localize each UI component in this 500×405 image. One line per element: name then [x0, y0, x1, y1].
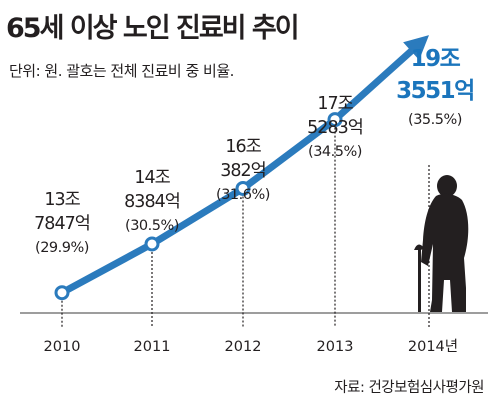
x-tick-label: 2011 — [134, 339, 171, 355]
data-label-hundred-million: 5283억 — [307, 118, 363, 138]
x-tick-label: 2010 — [44, 339, 81, 355]
unit-note: 단위: 원. 괄호는 전체 진료비 중 비율. — [9, 62, 234, 80]
data-label-share: (34.5%) — [308, 144, 362, 160]
data-label-trillion: 19조 — [411, 46, 461, 72]
data-point — [327, 112, 343, 128]
x-tick-label: 2013 — [317, 339, 354, 355]
data-label-trillion: 17조 — [317, 94, 353, 114]
data-label-share: (30.5%) — [125, 218, 179, 234]
x-tick-label: 2012 — [225, 339, 262, 355]
data-label-share: (35.5%) — [408, 112, 462, 128]
data-label-hundred-million: 3551억 — [396, 78, 474, 104]
data-point — [144, 236, 160, 252]
data-label-trillion: 16조 — [225, 137, 261, 157]
data-label-share: (29.9%) — [35, 240, 89, 256]
x-tick-label: 2014년 — [408, 338, 458, 355]
data-point — [54, 285, 70, 301]
trend-arrowhead — [403, 35, 429, 61]
source-note: 자료: 건강보험심사평가원 — [334, 380, 484, 396]
data-label-trillion: 14조 — [134, 168, 170, 188]
data-label-hundred-million: 382억 — [220, 161, 266, 181]
data-label-share: (31.6%) — [216, 187, 270, 203]
chart-title: 65세 이상 노인 진료비 추이 — [6, 13, 300, 44]
data-label-hundred-million: 8384억 — [124, 192, 180, 212]
data-label-trillion: 13조 — [44, 190, 80, 210]
data-point — [235, 180, 251, 196]
elderly-person-icon — [414, 175, 469, 312]
data-label-hundred-million: 7847억 — [34, 214, 90, 234]
